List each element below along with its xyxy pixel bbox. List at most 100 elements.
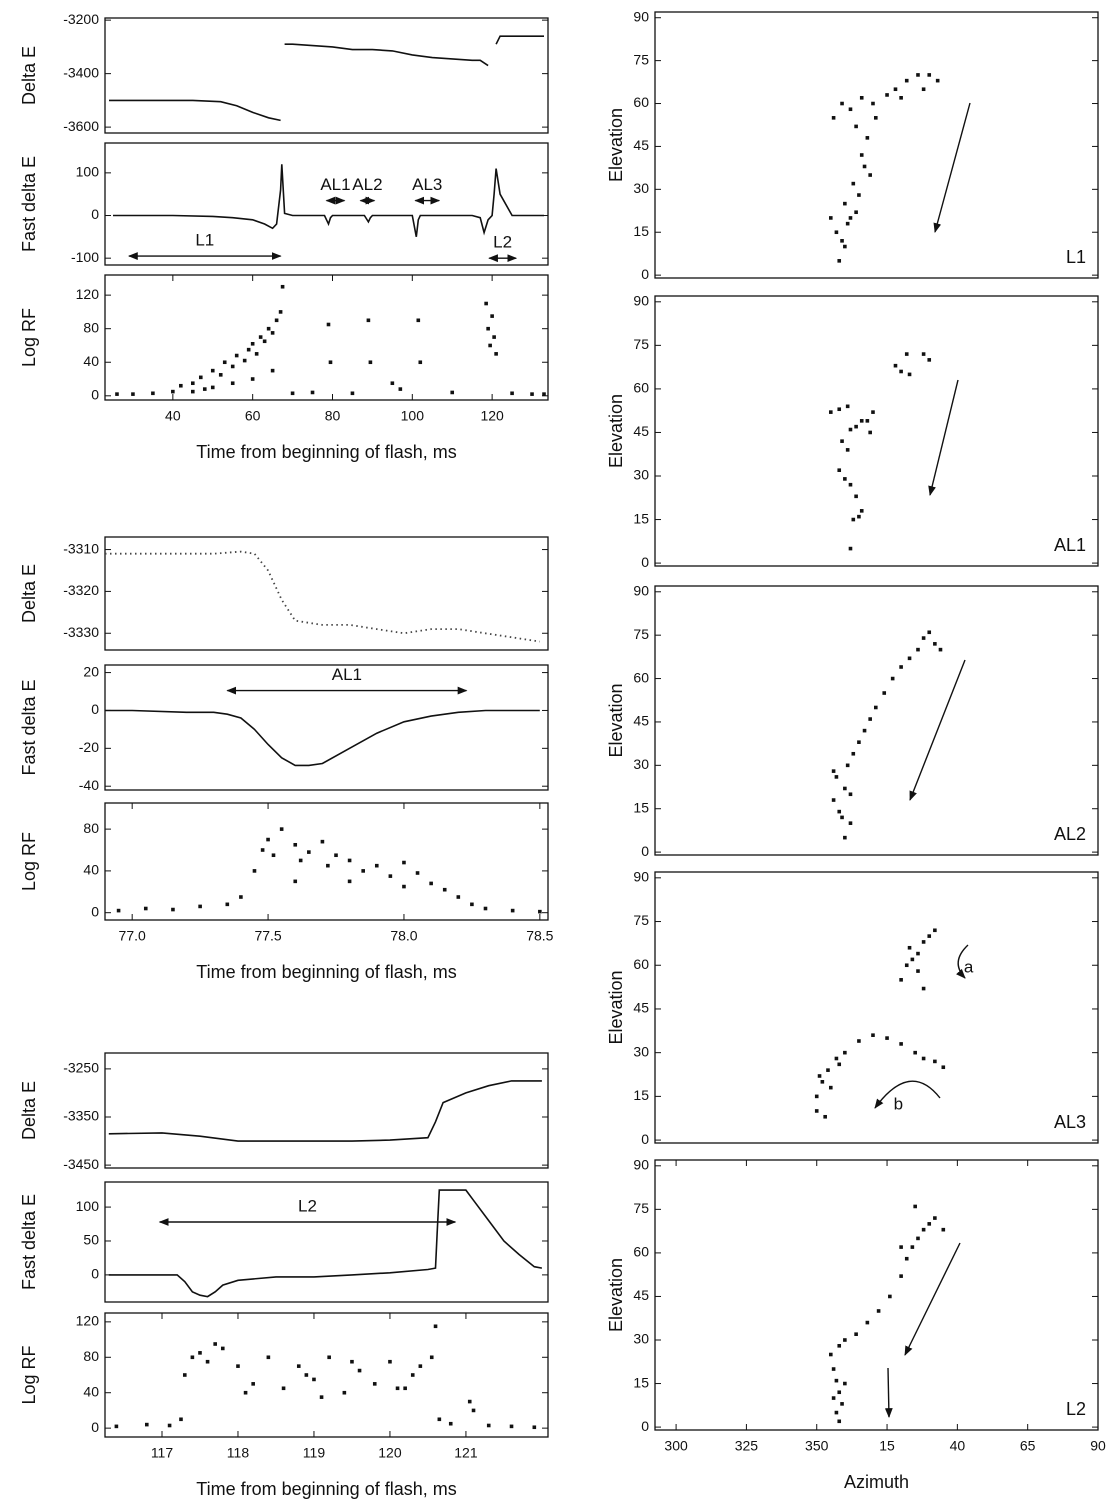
- y-tick-label: 120: [76, 286, 100, 302]
- arrow: [928, 379, 959, 496]
- data-point: [927, 1222, 932, 1226]
- plot-frame: [104, 1052, 549, 1169]
- x-tick-label: 325: [735, 1438, 759, 1454]
- data-point: [368, 360, 373, 365]
- panel-label: L1: [1066, 247, 1086, 267]
- y-tick-label: -20: [79, 739, 99, 755]
- data-point: [941, 1065, 946, 1070]
- data-point: [433, 1324, 438, 1329]
- y-tick-label: 0: [91, 387, 99, 403]
- data-point: [171, 907, 175, 912]
- data-point: [350, 391, 355, 396]
- data-point: [390, 381, 395, 386]
- y-tick-label: 0: [641, 554, 649, 570]
- data-point: [938, 647, 943, 652]
- data-point: [252, 869, 257, 873]
- y-tick-label: 90: [633, 8, 649, 24]
- data-point: [490, 314, 494, 318]
- panel: 100 50 0 Fast delta E L2: [19, 1181, 549, 1303]
- data-point: [913, 1050, 917, 1055]
- data-point: [278, 310, 283, 314]
- data-point: [293, 879, 298, 884]
- data-point: [899, 1274, 903, 1278]
- data-point: [398, 387, 403, 391]
- data-point: [845, 404, 850, 409]
- data-point: [298, 858, 303, 863]
- data-point: [213, 1342, 217, 1346]
- y-tick-label: 90: [633, 1157, 649, 1173]
- data-point: [143, 906, 148, 911]
- arrow: [904, 1242, 961, 1356]
- y-tick-label: 75: [633, 336, 649, 352]
- data-point: [834, 230, 839, 235]
- y-tick-label: 0: [91, 1266, 99, 1282]
- data-point: [372, 1382, 377, 1386]
- data-point: [488, 343, 492, 348]
- data-point: [814, 1109, 819, 1113]
- panel-label: L2: [1066, 1399, 1086, 1419]
- y-tick-label: 90: [633, 293, 649, 309]
- data-point: [388, 874, 393, 878]
- data-point: [921, 352, 926, 356]
- data-point: [927, 73, 932, 77]
- data-point: [848, 792, 853, 797]
- data-point: [834, 1378, 839, 1383]
- data-point: [927, 630, 932, 635]
- data-point: [843, 835, 847, 840]
- data-point: [913, 1204, 917, 1209]
- plot-frame: [104, 274, 549, 401]
- data-point: [854, 494, 858, 499]
- data-point: [347, 858, 352, 863]
- y-tick-label: 15: [633, 799, 649, 815]
- data-point: [271, 853, 276, 858]
- data-point: [538, 909, 542, 914]
- arrow: [884, 1367, 893, 1418]
- plot-frame: [654, 585, 1099, 856]
- data-point: [230, 364, 235, 369]
- y-tick-label: -3350: [63, 1108, 99, 1124]
- annotation: L2: [493, 233, 512, 252]
- data-point: [843, 477, 847, 481]
- panel: -3250 -3350 -3450 Delta E: [19, 1052, 549, 1172]
- data-point: [851, 517, 856, 522]
- data-point: [904, 352, 909, 356]
- x-tick-label: 65: [1020, 1438, 1036, 1454]
- panel: 20 0 -20 -40 Fast delta E AL1: [19, 663, 549, 793]
- y-tick-label: -3330: [63, 624, 99, 640]
- y-tick-label: 60: [633, 94, 649, 110]
- data-point: [191, 381, 195, 386]
- data-point: [486, 1423, 491, 1428]
- x-tick-label: 40: [950, 1438, 966, 1454]
- data-point: [198, 375, 203, 380]
- data-point: [429, 1355, 434, 1360]
- data-point: [862, 164, 867, 169]
- y-axis-label: Fast delta E: [19, 156, 39, 252]
- data-point: [831, 1367, 836, 1371]
- data-point: [225, 902, 230, 907]
- data-point: [859, 153, 864, 157]
- data-point: [826, 1068, 830, 1072]
- y-tick-label: 30: [633, 467, 649, 483]
- arrow: [956, 944, 969, 979]
- data-point: [510, 908, 515, 913]
- data-point: [916, 73, 920, 77]
- data-point: [532, 1425, 537, 1430]
- data-point: [262, 339, 267, 344]
- data-point: [865, 136, 870, 140]
- y-tick-label: 0: [641, 1131, 649, 1147]
- data-point: [831, 1396, 836, 1400]
- data-point: [418, 1364, 423, 1368]
- data-point: [921, 87, 926, 92]
- data-point: [450, 390, 455, 395]
- data-point: [823, 1114, 827, 1119]
- data-point: [334, 853, 338, 858]
- panel-label: AL1: [1054, 535, 1086, 555]
- y-tick-label: 0: [641, 1418, 649, 1434]
- data-point: [916, 951, 920, 956]
- data-point: [921, 940, 926, 944]
- data-point: [834, 775, 839, 779]
- data-point: [868, 717, 872, 721]
- data-point: [854, 124, 858, 129]
- data-point: [854, 1332, 858, 1336]
- y-tick-label: 15: [633, 1087, 649, 1103]
